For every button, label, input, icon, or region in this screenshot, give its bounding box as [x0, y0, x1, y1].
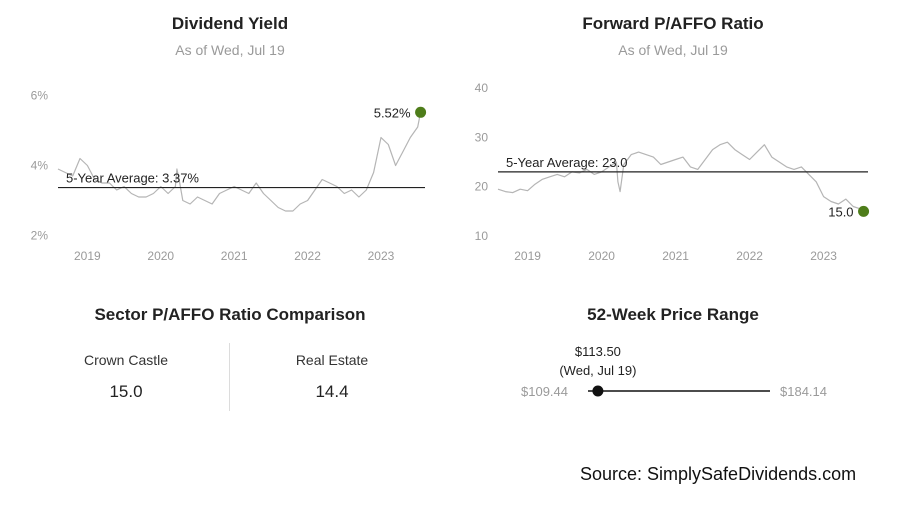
x-tick-label: 2021 [221, 249, 248, 263]
x-tick-label: 2019 [74, 249, 101, 263]
forward-pafoo-subtitle: As of Wed, Jul 19 [618, 42, 728, 58]
price-range-widget: $109.44 $184.14 $113.50 (Wed, Jul 19) [521, 344, 827, 399]
x-tick-label: 2020 [588, 249, 615, 263]
current-value-marker [415, 106, 427, 118]
current-value-label: 5.52% [374, 105, 411, 120]
y-tick-label: 6% [31, 89, 49, 103]
dividend-yield-subtitle: As of Wed, Jul 19 [175, 42, 285, 58]
average-label: 5-Year Average: 23.0 [506, 155, 627, 170]
sector-divider [229, 343, 230, 411]
dividend-yield-title: Dividend Yield [171, 14, 289, 33]
price-range-title: 52-Week Price Range [587, 305, 759, 324]
forward-pafoo-title: Forward P/AFFO Ratio [582, 14, 764, 33]
x-tick-label: 2020 [147, 249, 174, 263]
dividend-yield-chart: 6% 4% 2% 2019 2020 2021 2022 2023 5-Year Average… [31, 89, 427, 263]
x-tick-label: 2023 [810, 249, 837, 263]
x-tick-label: 2022 [736, 249, 763, 263]
sector-item-label: Crown Castle [83, 352, 169, 368]
range-current-date: (Wed, Jul 19) [559, 363, 636, 378]
y-tick-label: 30 [475, 130, 489, 144]
y-tick-label: 4% [31, 159, 49, 173]
y-tick-label: 2% [31, 229, 49, 243]
x-tick-label: 2022 [294, 249, 321, 263]
current-value-label: 15.0 [828, 204, 853, 219]
sector-item-label: Real Estate [295, 352, 369, 368]
sector-item-value: 15.0 [109, 382, 143, 401]
range-high-label: $184.14 [780, 384, 827, 399]
x-tick-label: 2023 [368, 249, 395, 263]
series-line [57, 112, 422, 212]
y-tick-label: 10 [475, 229, 489, 243]
current-value-marker [858, 205, 870, 217]
y-tick-label: 20 [475, 180, 489, 194]
range-current-price: $113.50 [575, 344, 621, 359]
source-note: Source: SimplySafeDividends.com [580, 464, 857, 484]
x-tick-label: 2021 [662, 249, 689, 263]
forward-pafoo-chart: 40 30 20 10 2019 2020 2021 2022 2023 5-Year Avera… [475, 81, 870, 263]
sector-item-value: 14.4 [315, 382, 349, 401]
x-tick-label: 2019 [514, 249, 541, 263]
range-low-label: $109.44 [521, 384, 568, 399]
series-line [497, 141, 864, 212]
average-label: 5-Year Average: 3.37% [66, 171, 199, 186]
y-tick-label: 40 [475, 81, 489, 95]
sector-comparison-title: Sector P/AFFO Ratio Comparison [94, 305, 366, 324]
range-current-marker [592, 385, 604, 397]
